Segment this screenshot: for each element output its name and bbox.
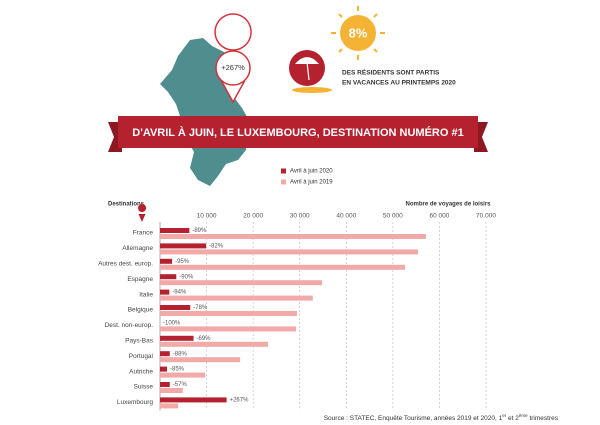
category-label: Pays-Bas bbox=[125, 338, 154, 345]
source-text: et 2 bbox=[506, 415, 519, 422]
pin-label: +267% bbox=[221, 63, 245, 72]
banner bbox=[118, 116, 478, 148]
sun-disc bbox=[340, 15, 376, 51]
category-label: Italie bbox=[139, 291, 153, 298]
x-tick-label: 30 000 bbox=[290, 213, 310, 220]
bar bbox=[160, 228, 190, 233]
x-tick-label: 70.000 bbox=[476, 213, 496, 220]
legend-label: Avril à juin 2019 bbox=[290, 180, 333, 186]
source-sup: er bbox=[502, 413, 507, 418]
change-label: -94% bbox=[172, 290, 187, 296]
category-label: Espagne bbox=[127, 276, 153, 283]
legend-label: Avril à juin 2020 bbox=[290, 169, 333, 175]
bar bbox=[160, 382, 170, 387]
umbrella bbox=[295, 57, 319, 64]
bar bbox=[160, 274, 177, 280]
category-label: Belgique bbox=[128, 307, 154, 314]
change-label: -95% bbox=[175, 259, 190, 265]
change-label: -78% bbox=[193, 305, 208, 311]
bar bbox=[160, 326, 296, 332]
bar bbox=[160, 243, 207, 249]
pin-head bbox=[215, 50, 251, 86]
change-label: -90% bbox=[179, 274, 194, 280]
bar bbox=[160, 305, 191, 310]
change-label: -85% bbox=[170, 367, 185, 373]
category-label: Luxembourg bbox=[117, 399, 154, 406]
bar bbox=[160, 289, 170, 295]
bar bbox=[160, 295, 313, 301]
bar bbox=[160, 403, 179, 409]
category-label: France bbox=[133, 230, 154, 237]
bar bbox=[160, 280, 323, 286]
bar bbox=[160, 234, 426, 239]
category-axis-label: Destinations bbox=[108, 202, 145, 208]
x-tick-label: 40 000 bbox=[336, 213, 356, 220]
source-text: Source : STATEC, Enquête Tourisme, année… bbox=[324, 415, 503, 422]
pin-icon bbox=[138, 204, 147, 222]
x-tick-label: 60 000 bbox=[429, 213, 449, 220]
x-axis-title: Nombre de voyages de loisirs bbox=[405, 202, 491, 208]
category-label: Autres dest. europ. bbox=[98, 261, 153, 268]
bar bbox=[160, 388, 183, 393]
category-label: Autriche bbox=[129, 368, 153, 375]
bar bbox=[160, 366, 167, 372]
category-label: Portugal bbox=[129, 353, 154, 360]
category-label: Suisse bbox=[133, 384, 153, 391]
sand bbox=[292, 87, 332, 93]
change-label: -89% bbox=[192, 228, 207, 234]
source-text: trimestres bbox=[528, 415, 559, 422]
bar bbox=[160, 372, 206, 378]
bar bbox=[160, 357, 241, 363]
change-label: -100% bbox=[163, 320, 181, 326]
sun-value: 8% bbox=[349, 25, 368, 40]
bar bbox=[160, 351, 170, 357]
highlight-line: DES RÉSIDENTS SONT PARTIS bbox=[342, 68, 440, 77]
change-label: -82% bbox=[209, 243, 224, 249]
bar bbox=[160, 311, 297, 316]
category-label: Allemagne bbox=[122, 245, 153, 252]
legend-swatch bbox=[281, 179, 286, 185]
change-label: -57% bbox=[173, 382, 188, 388]
bar bbox=[160, 249, 419, 255]
bar bbox=[160, 335, 194, 341]
banner-title: D'AVRIL À JUIN, LE LUXEMBOURG, DESTINATI… bbox=[132, 126, 463, 139]
bar bbox=[160, 341, 269, 347]
x-tick-label: 10 000 bbox=[197, 213, 217, 220]
change-label: -69% bbox=[197, 336, 212, 342]
change-label: -88% bbox=[173, 351, 188, 357]
legend-swatch bbox=[281, 168, 286, 174]
bar bbox=[160, 264, 405, 270]
sun bbox=[331, 6, 385, 60]
source: Source : STATEC, Enquête Tourisme, année… bbox=[324, 413, 559, 422]
highlight-line: EN VACANCES AU PRINTEMPS 2020 bbox=[342, 80, 456, 87]
x-tick-label: 20 000 bbox=[243, 213, 263, 220]
source-sup: ème bbox=[519, 413, 528, 418]
bar bbox=[160, 258, 173, 264]
category-label: Dest. non-europ. bbox=[105, 322, 154, 329]
x-tick-label: 50 000 bbox=[383, 213, 403, 220]
bar bbox=[160, 397, 227, 403]
change-label: +267% bbox=[230, 397, 250, 403]
beach-icon bbox=[289, 50, 325, 86]
